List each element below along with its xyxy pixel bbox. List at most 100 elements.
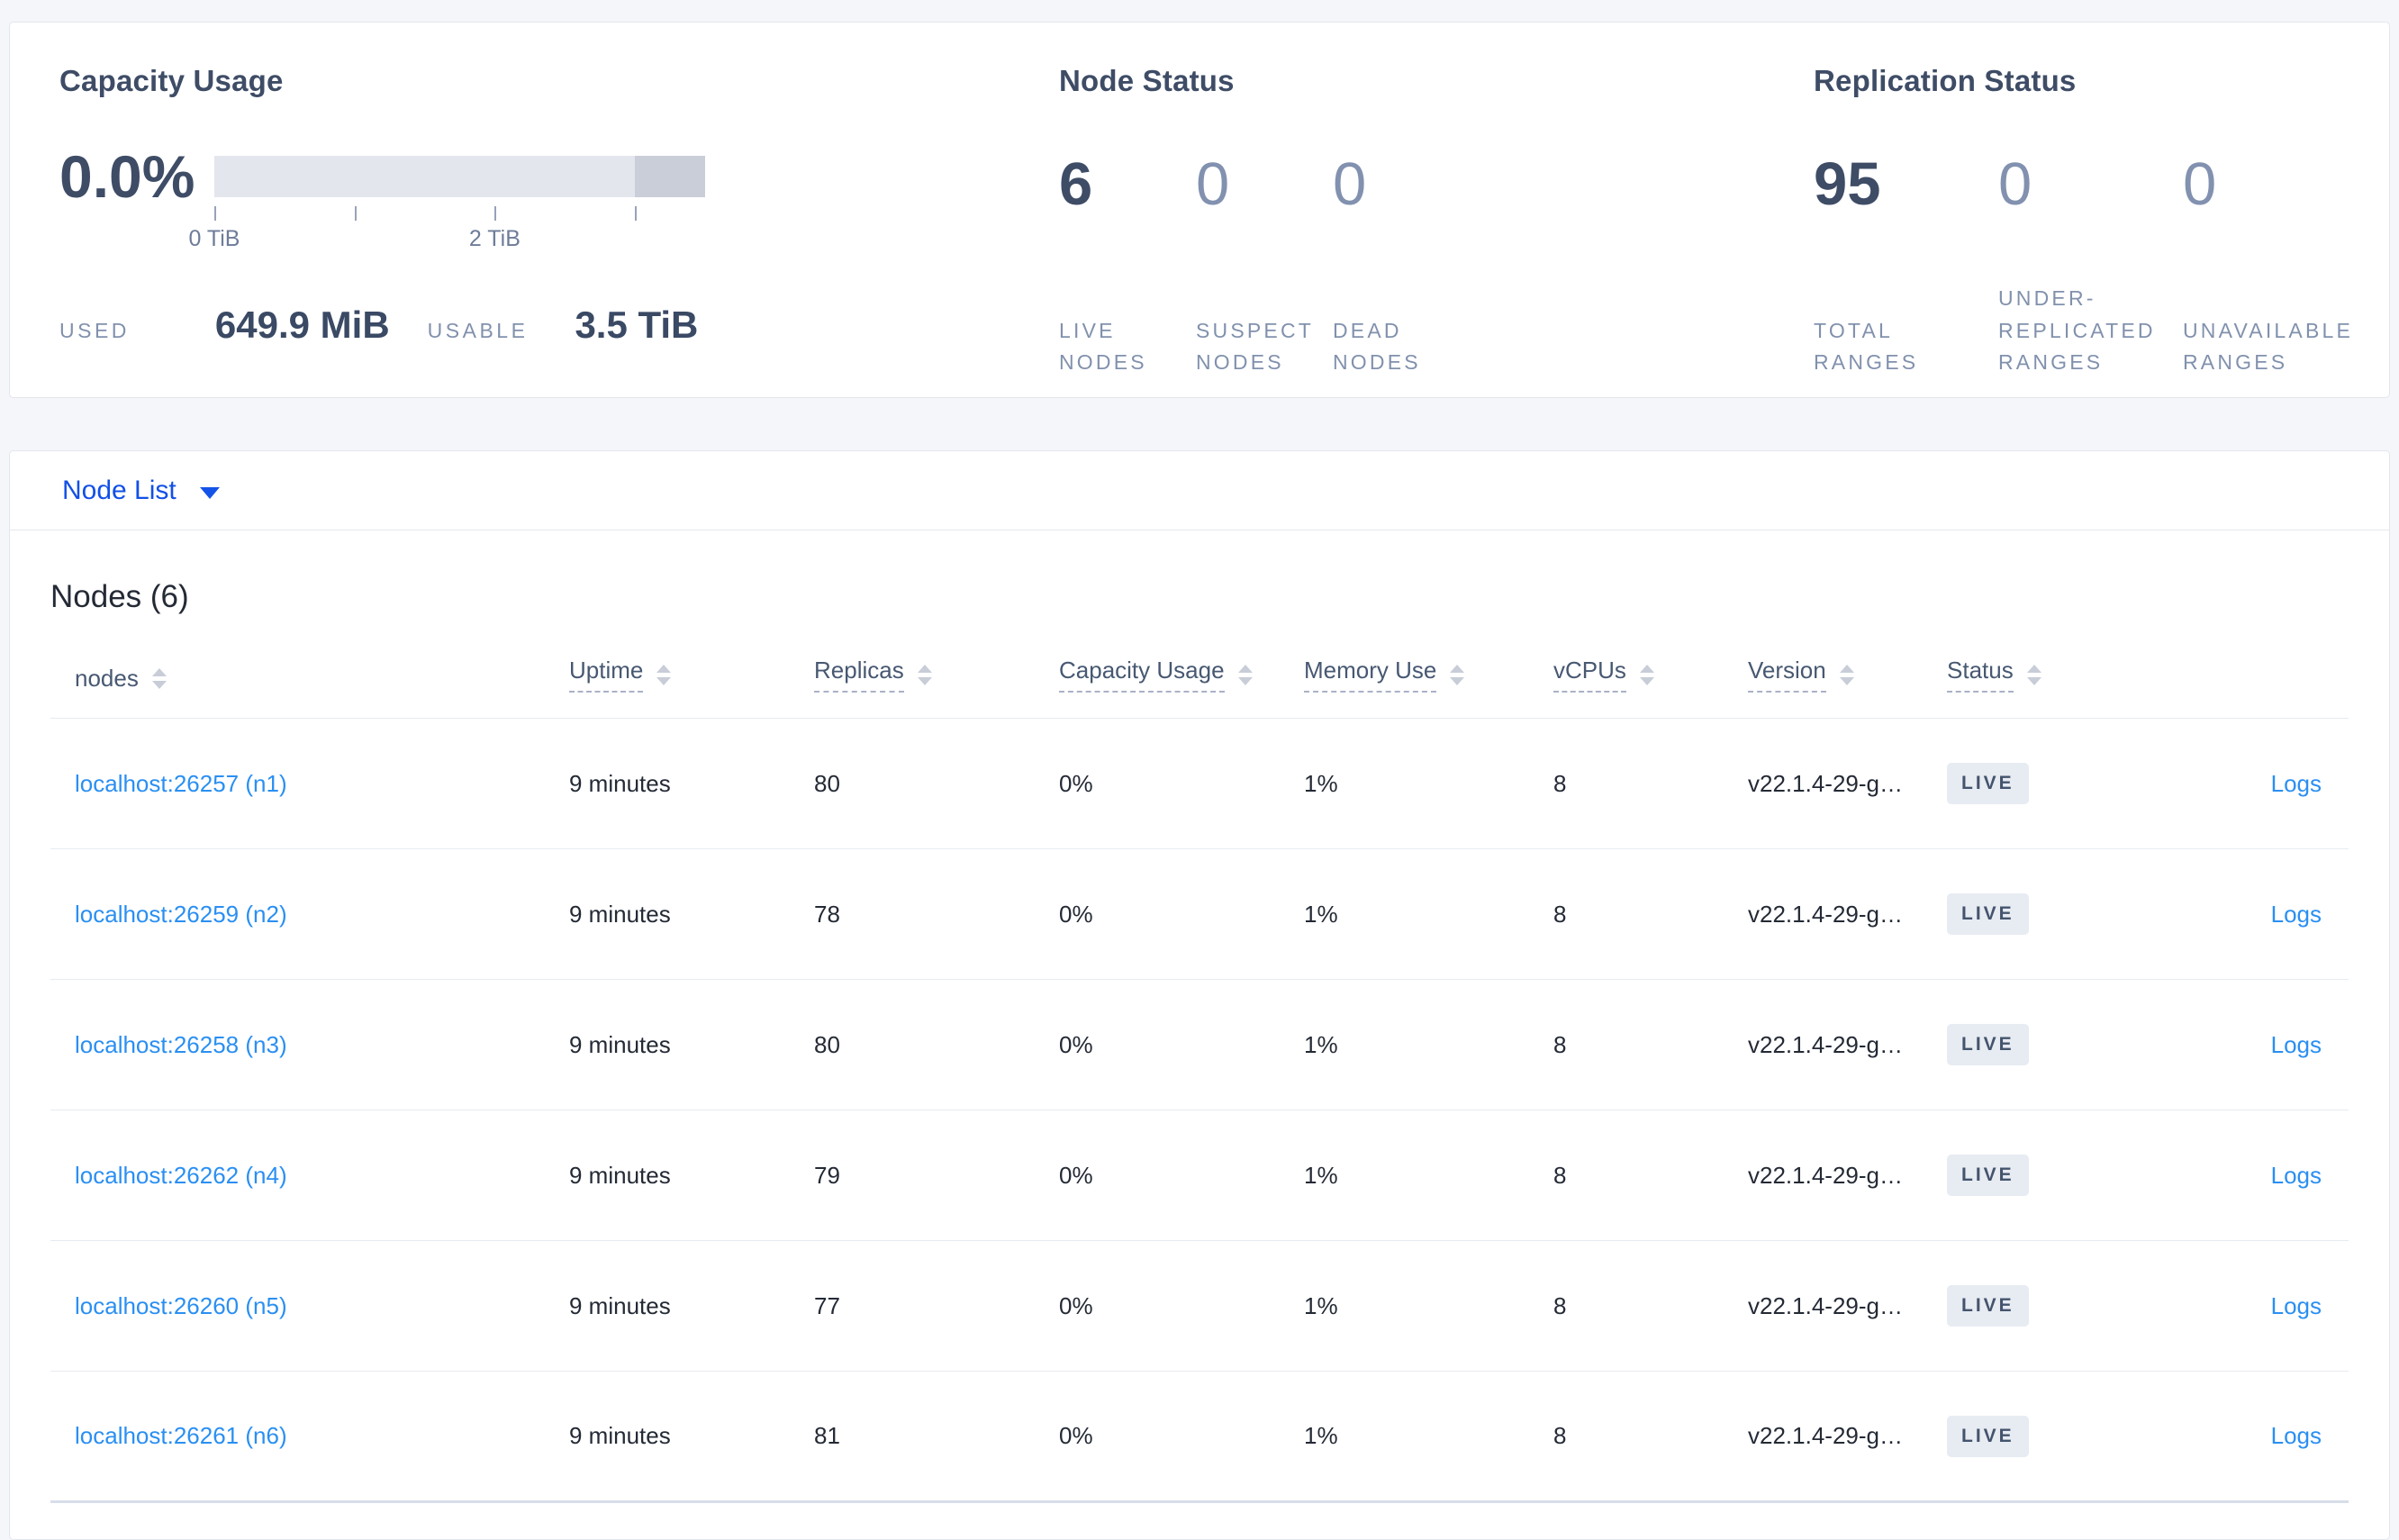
memory-use-cell: 1% (1280, 1371, 1529, 1503)
version-cell: v22.1.4-29-g… (1724, 979, 1923, 1110)
logs-link[interactable]: Logs (2270, 1291, 2322, 1319)
sort-arrows-icon (656, 664, 672, 685)
uptime-cell: 9 minutes (545, 848, 790, 980)
capacity-bar-other-segment (635, 156, 705, 197)
column-header-replicas[interactable]: Replicas (790, 657, 1035, 719)
tick-mark (214, 206, 216, 221)
vcpus-cell: 8 (1529, 1240, 1724, 1372)
column-header-uptime[interactable]: Uptime (545, 657, 790, 719)
axis-label-2tib: 2 TiB (468, 226, 521, 251)
node-list-card: Node List Nodes (6) nodes (9, 450, 2390, 1540)
status-badge: LIVE (1947, 893, 2029, 935)
node-link[interactable]: localhost:26261 (n6) (75, 1422, 287, 1449)
logs-link[interactable]: Logs (2270, 900, 2322, 928)
dead-nodes-value: 0 (1333, 150, 1367, 218)
memory-use-cell: 1% (1280, 1240, 1529, 1372)
replicas-cell: 78 (790, 848, 1035, 980)
capacity-percent: 0.0% (59, 143, 195, 210)
status-badge: LIVE (1947, 1155, 2029, 1196)
capacity-axis-labels: 0 TiB 2 TiB (189, 226, 705, 253)
node-status-title: Node Status (1059, 64, 1235, 97)
column-header-capacity-usage[interactable]: Capacity Usage (1035, 657, 1280, 719)
version-cell: v22.1.4-29-g… (1724, 1110, 1923, 1241)
column-header-nodes[interactable]: nodes (50, 657, 545, 719)
column-header-version[interactable]: Version (1724, 657, 1923, 719)
version-cell: v22.1.4-29-g… (1724, 1371, 1923, 1503)
node-status-stats: 6 LIVE NODES 0 SUSPECT NODES 0 DEAD NODE… (1059, 154, 1814, 379)
node-link[interactable]: localhost:26258 (n3) (75, 1030, 287, 1058)
status-cell: LIVE (1923, 848, 2166, 980)
logs-link[interactable]: Logs (2270, 1161, 2322, 1189)
total-ranges-value: 95 (1814, 150, 1881, 218)
logs-link[interactable]: Logs (2270, 769, 2322, 797)
vcpus-cell: 8 (1529, 979, 1724, 1110)
nodes-table-section: Nodes (6) nodes Uptime (10, 579, 2389, 1539)
vcpus-cell: 8 (1529, 1110, 1724, 1241)
capacity-usage-cell: 0% (1035, 848, 1280, 980)
table-row: localhost:26258 (n3) 9 minutes 80 0% 1% … (50, 979, 2349, 1110)
uptime-cell: 9 minutes (545, 1110, 790, 1241)
capacity-usage-cell: 0% (1035, 1240, 1280, 1372)
dead-nodes-label: DEAD NODES (1333, 318, 1421, 375)
capacity-bar-block: 0 TiB 2 TiB (189, 156, 705, 253)
sort-arrows-icon (1237, 664, 1253, 685)
under-replicated-stat: 0 UNDER-REPLICATED RANGES (1998, 154, 2183, 379)
status-cell: LIVE (1923, 1110, 2166, 1241)
memory-use-cell: 1% (1280, 718, 1529, 849)
column-header-vcpus[interactable]: vCPUs (1529, 657, 1724, 719)
replicas-cell: 77 (790, 1240, 1035, 1372)
version-cell: v22.1.4-29-g… (1724, 1240, 1923, 1372)
memory-use-cell: 1% (1280, 848, 1529, 980)
memory-use-cell: 1% (1280, 1110, 1529, 1241)
column-header-status[interactable]: Status (1923, 657, 2166, 719)
capacity-stats: USED 649.9 MiB USABLE 3.5 TiB (59, 303, 1059, 347)
capacity-gauge: 0.0% 0 TiB 2 TiB (59, 143, 1059, 253)
suspect-nodes-stat: 0 SUSPECT NODES (1196, 154, 1333, 379)
status-badge: LIVE (1947, 1415, 2029, 1457)
sort-arrows-icon (151, 668, 167, 689)
summary-card: Capacity Usage 0.0% 0 TiB 2 TiB (9, 22, 2390, 398)
status-cell: LIVE (1923, 1240, 2166, 1372)
logs-link[interactable]: Logs (2270, 1030, 2322, 1058)
node-link[interactable]: localhost:26260 (n5) (75, 1291, 287, 1319)
unavailable-ranges-value: 0 (2183, 150, 2217, 218)
usable-label: USABLE (427, 319, 529, 342)
node-link[interactable]: localhost:26262 (n4) (75, 1161, 287, 1189)
logs-link[interactable]: Logs (2270, 1422, 2322, 1449)
replicas-cell: 79 (790, 1110, 1035, 1241)
node-link[interactable]: localhost:26259 (n2) (75, 900, 287, 928)
column-header-memory-use[interactable]: Memory Use (1280, 657, 1529, 719)
table-header-row: nodes Uptime Replicas Capacity Usag (50, 657, 2349, 719)
used-value: 649.9 MiB (214, 303, 390, 346)
replication-status-section: Replication Status 95 TOTAL RANGES 0 UND… (1814, 64, 2367, 374)
sort-arrows-icon (1839, 664, 1854, 685)
status-cell: LIVE (1923, 1371, 2166, 1503)
total-ranges-stat: 95 TOTAL RANGES (1814, 154, 1998, 379)
capacity-usage-section: Capacity Usage 0.0% 0 TiB 2 TiB (59, 64, 1059, 352)
sort-arrows-icon (1639, 664, 1654, 685)
usable-value: 3.5 TiB (575, 303, 699, 346)
uptime-cell: 9 minutes (545, 1371, 790, 1503)
table-row: localhost:26262 (n4) 9 minutes 79 0% 1% … (50, 1110, 2349, 1241)
status-cell: LIVE (1923, 718, 2166, 849)
used-label: USED (59, 319, 130, 342)
under-replicated-label: UNDER-REPLICATED RANGES (1998, 286, 2156, 375)
node-link[interactable]: localhost:26257 (n1) (75, 769, 287, 797)
sort-arrows-icon (2026, 664, 2041, 685)
nodes-count-title: Nodes (6) (50, 579, 189, 614)
status-badge: LIVE (1947, 763, 2029, 804)
capacity-usage-cell: 0% (1035, 979, 1280, 1110)
table-row: localhost:26260 (n5) 9 minutes 77 0% 1% … (50, 1240, 2349, 1372)
nodes-table: nodes Uptime Replicas Capacity Usag (50, 657, 2349, 1503)
vcpus-cell: 8 (1529, 1371, 1724, 1503)
table-row: localhost:26261 (n6) 9 minutes 81 0% 1% … (50, 1371, 2349, 1503)
capacity-bar (214, 156, 705, 197)
chevron-down-icon (199, 487, 220, 499)
suspect-nodes-label: SUSPECT NODES (1196, 318, 1314, 375)
replicas-cell: 80 (790, 979, 1035, 1110)
version-cell: v22.1.4-29-g… (1724, 718, 1923, 849)
suspect-nodes-value: 0 (1196, 150, 1230, 218)
capacity-usage-cell: 0% (1035, 718, 1280, 849)
view-selector-dropdown[interactable]: Node List (10, 451, 2389, 530)
